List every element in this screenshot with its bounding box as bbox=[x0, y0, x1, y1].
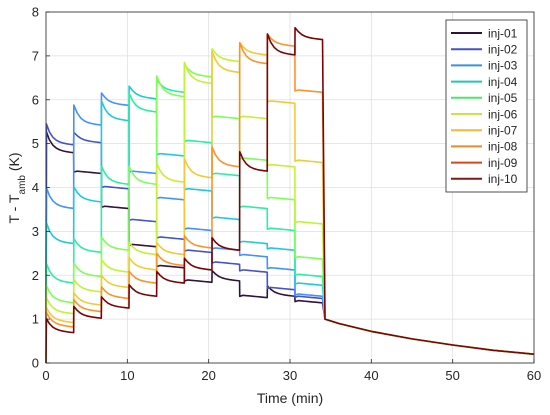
y-axis-ticks: 0 1 2 3 4 5 6 7 8 bbox=[32, 5, 50, 371]
y-axis-label: T - Tamb (K) bbox=[6, 152, 28, 223]
legend-label: inj-10 bbox=[488, 172, 518, 186]
y-tick-label: 5 bbox=[32, 136, 39, 151]
x-tick-label: 40 bbox=[364, 368, 378, 383]
x-tick-label: 0 bbox=[42, 368, 49, 383]
x-tick-label: 50 bbox=[445, 368, 459, 383]
series-layer bbox=[45, 26, 535, 364]
legend-label: inj-03 bbox=[488, 59, 518, 73]
x-tick-label: 20 bbox=[201, 368, 215, 383]
y-tick-label: 6 bbox=[32, 92, 39, 107]
legend-label: inj-01 bbox=[488, 26, 518, 40]
legend-label: inj-06 bbox=[488, 107, 518, 121]
legend-label: inj-05 bbox=[488, 91, 518, 105]
x-tick-label: 60 bbox=[527, 368, 541, 383]
legend: inj-01 inj-02 inj-03 inj-04 inj-05 inj-06 inj-… bbox=[445, 19, 528, 193]
x-axis-label: Time (min) bbox=[257, 390, 323, 406]
y-tick-label: 4 bbox=[32, 180, 39, 195]
series-line-inj-10 bbox=[45, 26, 535, 364]
y-tick-label: 0 bbox=[32, 356, 39, 371]
y-tick-label: 2 bbox=[32, 268, 39, 283]
y-tick-label: 8 bbox=[32, 5, 39, 20]
legend-label: inj-09 bbox=[488, 156, 518, 170]
series-line-inj-07 bbox=[45, 48, 535, 364]
x-tick-label: 10 bbox=[120, 368, 134, 383]
legend-label: inj-02 bbox=[488, 43, 518, 57]
y-tick-label: 7 bbox=[32, 48, 39, 63]
legend-label: inj-04 bbox=[488, 75, 518, 89]
y-tick-label: 1 bbox=[32, 312, 39, 327]
legend-label: inj-07 bbox=[488, 124, 518, 138]
x-axis-ticks: 0 10 20 30 40 50 60 bbox=[42, 359, 541, 383]
x-tick-label: 30 bbox=[283, 368, 297, 383]
legend-label: inj-08 bbox=[488, 140, 518, 154]
y-tick-label: 3 bbox=[32, 224, 39, 239]
series-line-inj-08 bbox=[45, 42, 535, 364]
